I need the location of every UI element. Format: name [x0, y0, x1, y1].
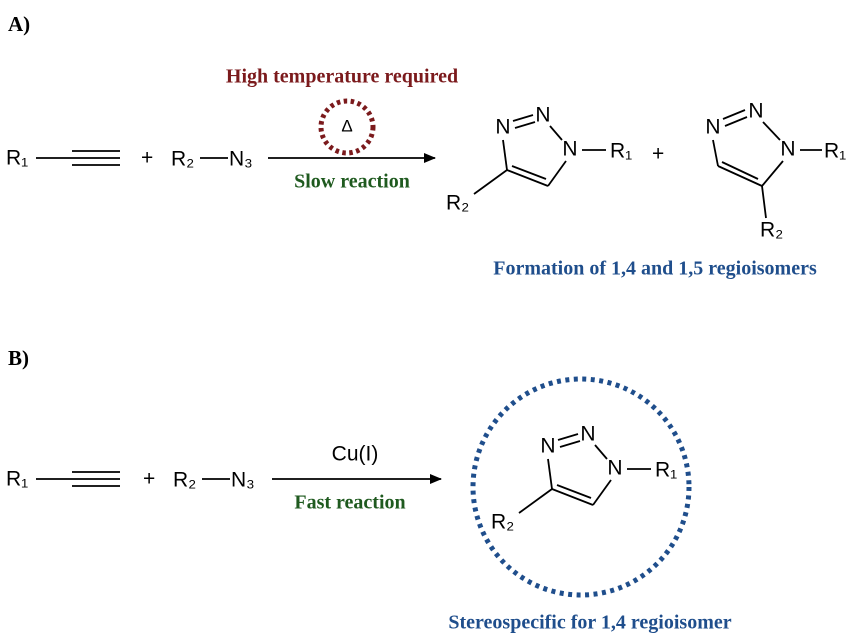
azide: N₃ [229, 148, 253, 171]
atom: N [607, 457, 622, 480]
triazole-1-5: N N N R₁ R₂ [705, 100, 846, 242]
atom: N [495, 116, 510, 139]
atom: N [562, 138, 577, 161]
caption: Formation of 1,4 and 1,5 regioisomers [493, 258, 817, 280]
plus: + [143, 468, 155, 491]
atom: N [540, 435, 555, 458]
atom: N [580, 423, 595, 446]
plus: + [141, 147, 153, 170]
substituent: R₂ [446, 192, 469, 215]
atom: N [535, 104, 550, 127]
alkyne-group: R₁ [6, 147, 28, 170]
substituent: R₂ [491, 511, 514, 534]
atom: N [705, 116, 720, 139]
condition-top: High temperature required [226, 66, 458, 88]
substituent: R₁ [610, 140, 632, 163]
triazole-1-4: N N N R₁ R₂ [446, 104, 632, 215]
atom: N [780, 138, 795, 161]
substituent: R₂ [760, 219, 783, 242]
panel-label: B) [8, 346, 29, 370]
condition-bottom: Slow reaction [294, 171, 410, 193]
condition-bottom: Fast reaction [294, 492, 405, 514]
caption: Stereospecific for 1,4 regioisomer [448, 612, 731, 634]
triple-bond [72, 150, 120, 166]
triazole-1-4: N N N R₁ R₂ [491, 423, 677, 534]
condition-top: Cu(I) [332, 443, 379, 466]
azide-group: R₂ [171, 148, 194, 171]
substituent: R₁ [655, 459, 677, 482]
panel-label: A) [8, 12, 30, 36]
plus: + [652, 143, 664, 166]
azide: N₃ [231, 469, 255, 492]
triple-bond [72, 471, 120, 487]
heat: Δ [341, 116, 352, 135]
azide-group: R₂ [173, 469, 196, 492]
heat-circle [318, 98, 376, 156]
highlight-circle [470, 376, 692, 598]
substituent: R₁ [824, 140, 846, 163]
atom: N [748, 100, 763, 123]
alkyne-group: R₁ [6, 468, 28, 491]
